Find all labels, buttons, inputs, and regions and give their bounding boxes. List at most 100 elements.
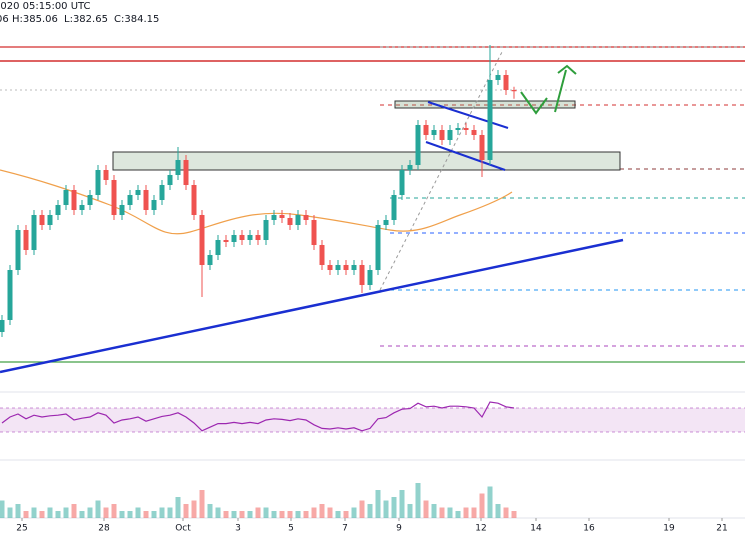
header-value: C:384.15 [114,14,159,25]
volume-bar [71,504,77,518]
candle-body [431,130,437,135]
volume-bar [39,511,45,518]
volume-bar [391,497,397,518]
candle-body [143,190,149,210]
volume-bar [207,504,213,518]
candle-body [87,195,93,205]
candle-body [7,270,13,320]
candle-body [39,215,45,225]
candle-body [399,170,405,195]
header-value: L:382.65 [64,14,108,25]
candle-body [343,265,349,270]
volume-bar [327,507,333,518]
moving-average [0,169,513,235]
candle-body [439,130,445,140]
candle-body [311,220,317,245]
candle-body [151,200,157,210]
volume-bar [0,500,5,518]
candle-body [303,215,309,220]
x-tick-label: Oct [175,524,191,534]
volume-bar [495,504,501,518]
resistance-zone [394,100,576,109]
volume-bar [471,507,477,518]
candle-body [79,205,85,210]
volume-bar [439,507,445,518]
candle-body [487,80,493,160]
candle-body [167,175,173,185]
candle-body [183,160,189,185]
x-tick-label: 12 [475,524,486,534]
candle-body [15,230,21,270]
volume-bar [183,504,189,518]
volume-bar [231,511,237,518]
volume-bar [191,500,197,518]
x-tick-label: 16 [583,524,595,534]
candle-body [119,205,125,215]
volume-bar [199,490,205,518]
candle-body [383,220,389,225]
volume-bar [279,511,285,518]
candle-body [255,235,261,240]
volume-bar [119,511,125,518]
candle-body [111,180,117,215]
volume-bar [359,500,365,518]
channel-line [427,101,509,129]
volume-bar [319,504,325,518]
volume-bar [399,490,405,518]
volume-bar [375,490,381,518]
candle-body [63,190,69,205]
candle-body [479,135,485,160]
candle-body [503,75,509,90]
volume-bar [511,511,517,518]
candle-body [327,265,333,270]
volume-bar [407,504,413,518]
candle-body [175,160,181,175]
channel-line [425,141,506,171]
candle-body [47,215,53,225]
candle-body [31,215,37,250]
volume-bar [95,500,101,518]
x-tick-label: 5 [288,524,294,534]
candle-body [55,205,61,215]
x-tick-label: 14 [530,524,542,534]
x-tick-label: 21 [716,524,727,534]
volume-bar [103,507,109,518]
trend-line [0,238,624,374]
candle-body [415,125,421,165]
candle-body [263,220,269,240]
volume-bar [15,504,21,518]
candle-body [199,215,205,265]
header-value: 06 [0,14,9,25]
x-tick-label: 3 [235,524,241,534]
candle-body [71,190,77,210]
x-tick-label: 9 [396,524,402,534]
volume-bar [383,500,389,518]
volume-bar [311,507,317,518]
candle-body [335,265,341,270]
candle-body [407,165,413,170]
volume-bar [223,511,229,518]
volume-bar [167,507,173,518]
volume-bar [47,507,53,518]
fib-line [379,51,503,291]
volume-bar [7,507,13,518]
arrow [554,64,577,113]
x-tick-label: 7 [342,524,348,534]
arrow [520,91,548,115]
volume-bar [255,507,261,518]
candle-body [375,225,381,270]
volume-bar [135,507,141,518]
volume-bar [335,511,341,518]
volume-bar [479,493,485,518]
volume-bar [63,507,69,518]
volume-bar [263,507,269,518]
candle-body [471,130,477,135]
candle-body [271,215,277,220]
candle-body [135,190,141,195]
volume-bar [351,507,357,518]
candle-body [247,235,253,240]
volume-bar [271,511,277,518]
volume-bar [295,511,301,518]
x-tick-label: 28 [98,524,110,534]
